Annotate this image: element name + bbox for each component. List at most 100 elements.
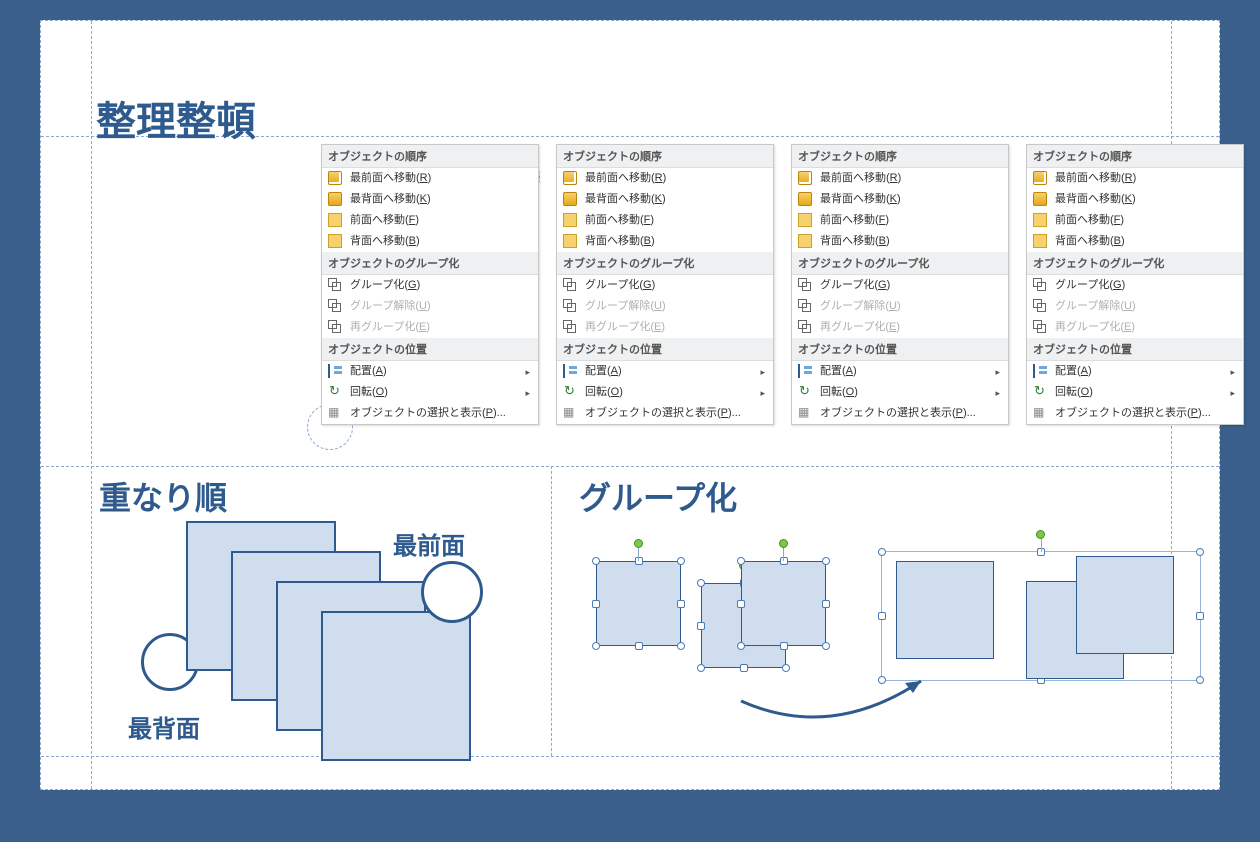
submenu-arrow-icon: ▸ bbox=[1230, 386, 1235, 401]
back-label: 最背面 bbox=[128, 709, 200, 744]
page-title: 整理整頓 bbox=[96, 89, 256, 147]
guide-horizontal-2 bbox=[41, 466, 1219, 467]
context-menu: オブジェクトの順序 最前面へ移動(R) 最背面へ移動(K) 前面へ移動(F) 背… bbox=[556, 144, 774, 425]
menu-item-selection-pane[interactable]: オブジェクトの選択と表示(P)... bbox=[322, 403, 538, 424]
ungroup-icon bbox=[798, 299, 812, 313]
resize-handle[interactable] bbox=[1196, 548, 1204, 556]
menu-item-align[interactable]: 配置(A)▸ bbox=[1027, 361, 1243, 382]
resize-handle[interactable] bbox=[592, 557, 600, 565]
menu-item-align[interactable]: 配置(A)▸ bbox=[322, 361, 538, 382]
menu-item-bring-forward[interactable]: 前面へ移動(F) bbox=[322, 210, 538, 231]
resize-handle[interactable] bbox=[737, 557, 745, 565]
resize-handle[interactable] bbox=[592, 600, 600, 608]
menu-item-rotate[interactable]: 回転(O)▸ bbox=[557, 382, 773, 403]
resize-handle[interactable] bbox=[635, 642, 643, 650]
menu-header-position: オブジェクトの位置 bbox=[322, 338, 538, 361]
regroup-icon bbox=[328, 320, 342, 334]
regroup-icon bbox=[563, 320, 577, 334]
submenu-arrow-icon: ▸ bbox=[995, 386, 1000, 401]
menu-item-ungroup: グループ解除(U) bbox=[1027, 296, 1243, 317]
resize-handle[interactable] bbox=[737, 642, 745, 650]
section-title-group: グループ化 bbox=[579, 473, 737, 519]
resize-handle[interactable] bbox=[782, 664, 790, 672]
group-icon bbox=[563, 278, 577, 292]
selection-pane-icon bbox=[563, 406, 577, 420]
resize-handle[interactable] bbox=[677, 600, 685, 608]
menu-item-align[interactable]: 配置(A)▸ bbox=[557, 361, 773, 382]
resize-handle[interactable] bbox=[677, 557, 685, 565]
menu-item-send-back[interactable]: 最背面へ移動(K) bbox=[557, 189, 773, 210]
group-icon bbox=[798, 278, 812, 292]
resize-handle[interactable] bbox=[737, 600, 745, 608]
menu-item-rotate[interactable]: 回転(O)▸ bbox=[792, 382, 1008, 403]
menu-header-position: オブジェクトの位置 bbox=[792, 338, 1008, 361]
bring-front-icon bbox=[563, 171, 577, 185]
menu-item-bring-front[interactable]: 最前面へ移動(R) bbox=[557, 168, 773, 189]
menu-item-ungroup: グループ解除(U) bbox=[792, 296, 1008, 317]
menu-item-bring-forward[interactable]: 前面へ移動(F) bbox=[1027, 210, 1243, 231]
resize-handle[interactable] bbox=[822, 600, 830, 608]
grouped-shape bbox=[896, 561, 994, 659]
resize-handle[interactable] bbox=[697, 664, 705, 672]
menu-item-rotate[interactable]: 回転(O)▸ bbox=[1027, 382, 1243, 403]
guide-vertical-mid bbox=[551, 466, 552, 756]
submenu-arrow-icon: ▸ bbox=[760, 386, 765, 401]
menu-item-bring-forward[interactable]: 前面へ移動(F) bbox=[557, 210, 773, 231]
resize-handle[interactable] bbox=[697, 579, 705, 587]
send-backward-icon bbox=[798, 234, 812, 248]
menu-item-align[interactable]: 配置(A)▸ bbox=[792, 361, 1008, 382]
align-icon bbox=[798, 364, 812, 378]
menu-item-send-backward[interactable]: 背面へ移動(B) bbox=[557, 231, 773, 252]
resize-handle[interactable] bbox=[677, 642, 685, 650]
menu-item-send-back[interactable]: 最背面へ移動(K) bbox=[322, 189, 538, 210]
menu-item-rotate[interactable]: 回転(O)▸ bbox=[322, 382, 538, 403]
menu-item-group[interactable]: グループ化(G) bbox=[322, 275, 538, 296]
menu-item-selection-pane[interactable]: オブジェクトの選択と表示(P)... bbox=[557, 403, 773, 424]
selected-shape[interactable] bbox=[741, 561, 826, 646]
resize-handle[interactable] bbox=[878, 676, 886, 684]
selected-shape[interactable] bbox=[596, 561, 681, 646]
menu-item-bring-forward[interactable]: 前面へ移動(F) bbox=[792, 210, 1008, 231]
resize-handle[interactable] bbox=[822, 557, 830, 565]
menu-item-selection-pane[interactable]: オブジェクトの選択と表示(P)... bbox=[1027, 403, 1243, 424]
menu-header-position: オブジェクトの位置 bbox=[1027, 338, 1243, 361]
menu-item-regroup: 再グループ化(E) bbox=[557, 317, 773, 338]
menu-item-send-backward[interactable]: 背面へ移動(B) bbox=[322, 231, 538, 252]
resize-handle[interactable] bbox=[1196, 612, 1204, 620]
menu-item-group[interactable]: グループ化(G) bbox=[557, 275, 773, 296]
menu-item-send-back[interactable]: 最背面へ移動(K) bbox=[792, 189, 1008, 210]
resize-handle[interactable] bbox=[592, 642, 600, 650]
menu-item-send-back[interactable]: 最背面へ移動(K) bbox=[1027, 189, 1243, 210]
front-label: 最前面 bbox=[393, 526, 465, 561]
regroup-icon bbox=[798, 320, 812, 334]
menu-item-group[interactable]: グループ化(G) bbox=[1027, 275, 1243, 296]
resize-handle[interactable] bbox=[780, 642, 788, 650]
resize-handle[interactable] bbox=[822, 642, 830, 650]
rotate-handle[interactable] bbox=[634, 539, 643, 548]
send-backward-icon bbox=[563, 234, 577, 248]
rotate-handle[interactable] bbox=[779, 539, 788, 548]
resize-handle[interactable] bbox=[1196, 676, 1204, 684]
menu-item-bring-front[interactable]: 最前面へ移動(R) bbox=[792, 168, 1008, 189]
submenu-arrow-icon: ▸ bbox=[1230, 365, 1235, 380]
rotate-handle[interactable] bbox=[1036, 530, 1045, 539]
menu-item-group[interactable]: グループ化(G) bbox=[792, 275, 1008, 296]
menu-item-send-backward[interactable]: 背面へ移動(B) bbox=[792, 231, 1008, 252]
rotate-icon bbox=[328, 385, 342, 399]
context-menu: オブジェクトの順序 最前面へ移動(R) 最背面へ移動(K) 前面へ移動(F) 背… bbox=[321, 144, 539, 425]
resize-handle[interactable] bbox=[878, 548, 886, 556]
menu-item-selection-pane[interactable]: オブジェクトの選択と表示(P)... bbox=[792, 403, 1008, 424]
send-back-icon bbox=[328, 192, 342, 206]
align-icon bbox=[1033, 364, 1047, 378]
resize-handle[interactable] bbox=[878, 612, 886, 620]
group-icon bbox=[328, 278, 342, 292]
send-backward-icon bbox=[1033, 234, 1047, 248]
menu-item-bring-front[interactable]: 最前面へ移動(R) bbox=[1027, 168, 1243, 189]
ungroup-icon bbox=[1033, 299, 1047, 313]
resize-handle[interactable] bbox=[740, 664, 748, 672]
menu-header-position: オブジェクトの位置 bbox=[557, 338, 773, 361]
menu-item-bring-front[interactable]: 最前面へ移動(R) bbox=[322, 168, 538, 189]
send-backward-icon bbox=[328, 234, 342, 248]
menu-item-send-backward[interactable]: 背面へ移動(B) bbox=[1027, 231, 1243, 252]
resize-handle[interactable] bbox=[697, 622, 705, 630]
